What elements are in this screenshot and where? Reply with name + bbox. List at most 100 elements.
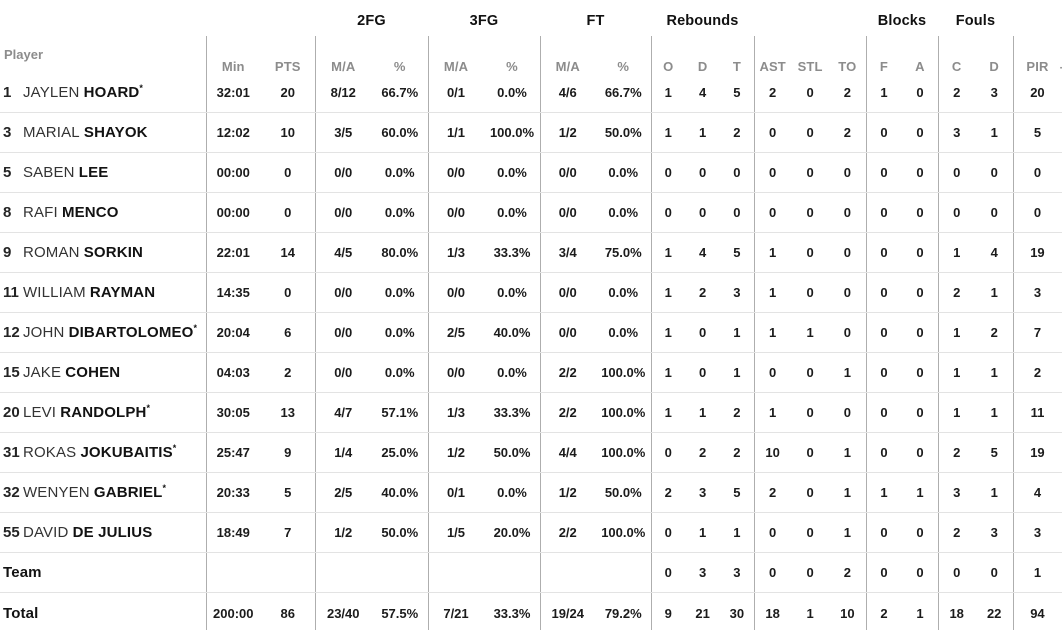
cell-reb-o: 0 (664, 565, 672, 580)
cell-min: 14:35 (216, 285, 250, 300)
cell-reb-o: 1 (664, 405, 672, 420)
player-cell[interactable]: 8 RAFI MENCO (0, 204, 206, 221)
player-cell[interactable]: 20 LEVI RANDOLPH* (0, 404, 206, 421)
cell-reb-o: 0 (664, 445, 672, 460)
player-cell[interactable]: 32 WENYEN GABRIEL* (0, 484, 206, 501)
cell-stl: 0 (806, 565, 814, 580)
cell-ast: 0 (769, 205, 777, 220)
cell-ft-pct: 50.0% (604, 485, 642, 500)
player-first-name: WILLIAM (23, 284, 86, 301)
cell-foul-c: 18 (949, 605, 964, 621)
player-cell[interactable]: 11 WILLIAM RAYMAN (0, 284, 206, 301)
cell-min: 18:49 (216, 525, 250, 540)
player-last-name: SHAYOK (83, 124, 148, 141)
cell-stl: 1 (806, 325, 814, 340)
player-first-name: ROMAN (23, 244, 80, 261)
cell-3fg-ma: 0/0 (446, 365, 466, 380)
player-number: 3 (3, 124, 12, 141)
cell-reb-t: 3 (733, 565, 741, 580)
col-header-reb-o: O (663, 58, 674, 74)
cell-min: 25:47 (216, 445, 250, 460)
cell-reb-d: 3 (698, 485, 707, 500)
table-row: 5 SABEN LEE 00:00 0 0/0 0.0% 0/0 0.0% 0/0… (0, 153, 1062, 193)
cell-ast: 0 (769, 525, 777, 540)
cell-ft-pct: 79.2% (604, 605, 642, 621)
table-row: Team 0 3 3 0 0 2 0 0 0 0 1 (0, 553, 1062, 593)
player-cell: Team (0, 564, 206, 581)
cell-pts: 9 (284, 445, 292, 460)
col-header-ft-pct: % (617, 58, 630, 74)
player-cell[interactable]: 12 JOHN DIBARTOLOMEO* (0, 324, 206, 341)
column-separator (540, 36, 541, 630)
cell-min: 00:00 (216, 205, 250, 220)
cell-ast: 0 (769, 165, 777, 180)
cell-foul-d: 1 (990, 365, 998, 380)
cell-blk-a: 0 (916, 85, 924, 100)
cell-3fg-ma: 1/3 (446, 245, 466, 260)
player-first-name: RAFI (23, 204, 58, 221)
cell-3fg-pct: 0.0% (497, 285, 527, 300)
player-last-name: SORKIN (83, 244, 144, 261)
cell-min: 04:03 (216, 365, 250, 380)
cell-3fg-ma: 7/21 (443, 605, 469, 621)
player-first-name: WENYEN (23, 484, 90, 501)
cell-to: 0 (843, 325, 851, 340)
cell-to: 10 (840, 605, 855, 621)
player-number: 8 (3, 204, 12, 221)
cell-3fg-pct: 0.0% (497, 485, 527, 500)
group-header-blocks: Blocks (877, 13, 927, 29)
cell-blk-f: 0 (880, 525, 888, 540)
player-cell[interactable]: 5 SABEN LEE (0, 164, 206, 181)
cell-ast: 18 (765, 605, 780, 621)
cell-3fg-pct: 50.0% (493, 445, 531, 460)
cell-3fg-pct: 40.0% (493, 325, 531, 340)
cell-reb-t: 0 (733, 205, 741, 220)
col-header-foul-d: D (989, 58, 999, 74)
cell-stl: 0 (806, 405, 814, 420)
group-header-rebounds: Rebounds (666, 13, 739, 29)
cell-3fg-ma: 1/2 (446, 445, 466, 460)
table-row: 1 JAYLEN HOARD* 32:01 20 8/12 66.7% 0/1 0… (0, 73, 1062, 113)
cell-3fg-ma: 0/0 (446, 165, 466, 180)
cell-min: 200:00 (213, 605, 254, 621)
cell-foul-d: 1 (990, 485, 998, 500)
col-header-reb-t: T (732, 58, 741, 74)
cell-to: 0 (843, 205, 851, 220)
cell-foul-d: 4 (990, 245, 998, 260)
player-cell[interactable]: 3 MARIAL SHAYOK (0, 124, 206, 141)
cell-2fg-ma: 0/0 (334, 365, 353, 380)
cell-ft-ma: 3/4 (558, 245, 577, 260)
cell-reb-o: 1 (664, 285, 672, 300)
col-header-reb-d: D (697, 58, 708, 74)
cell-ast: 0 (769, 365, 777, 380)
cell-blk-f: 1 (880, 485, 888, 500)
cell-stl: 0 (806, 285, 814, 300)
cell-pir: 11 (1030, 405, 1045, 420)
player-cell[interactable]: 1 JAYLEN HOARD* (0, 84, 206, 101)
cell-foul-d: 3 (990, 525, 998, 540)
cell-ft-pct: 100.0% (601, 365, 646, 380)
cell-reb-d: 0 (698, 165, 707, 180)
cell-reb-t: 3 (733, 285, 741, 300)
cell-min: 20:33 (216, 485, 250, 500)
cell-reb-d: 4 (698, 85, 707, 100)
col-header-stl: STL (797, 58, 823, 74)
player-cell[interactable]: 55 DAVID DE JULIUS (0, 524, 206, 541)
cell-2fg-pct: 25.0% (381, 445, 419, 460)
cell-to: 2 (843, 85, 851, 100)
cell-ft-ma: 2/2 (558, 525, 577, 540)
cell-reb-d: 2 (698, 445, 707, 460)
cell-foul-c: 1 (953, 245, 961, 260)
cell-2fg-ma: 8/12 (330, 85, 356, 100)
cell-3fg-pct: 0.0% (497, 165, 527, 180)
table-row: 12 JOHN DIBARTOLOMEO* 20:04 6 0/0 0.0% 2/… (0, 313, 1062, 353)
cell-ft-ma: 0/0 (558, 285, 577, 300)
cell-pts: 86 (280, 605, 295, 621)
player-cell[interactable]: 31 ROKAS JOKUBAITIS* (0, 444, 206, 461)
cell-ft-pct: 66.7% (604, 85, 642, 100)
cell-reb-o: 1 (664, 85, 672, 100)
player-cell[interactable]: 9 ROMAN SORKIN (0, 244, 206, 261)
cell-pts: 20 (280, 85, 295, 100)
player-cell[interactable]: 15 JAKE COHEN (0, 364, 206, 381)
cell-blk-f: 0 (880, 125, 888, 140)
